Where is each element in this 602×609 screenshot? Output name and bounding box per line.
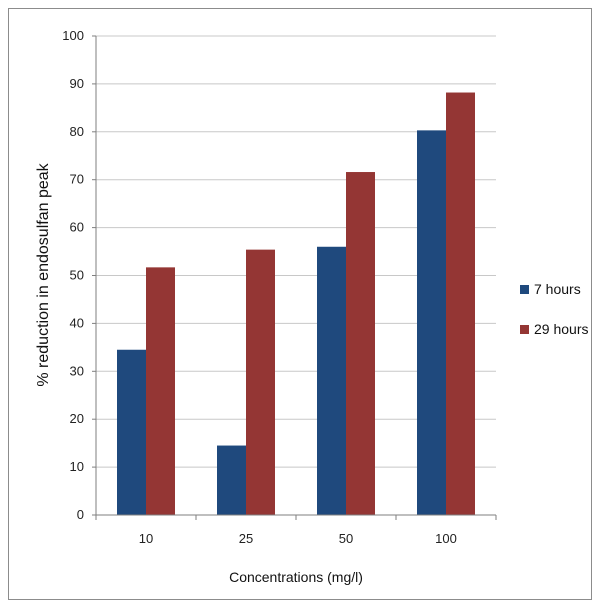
- bar-7-hours-100: [417, 130, 446, 515]
- chart-frame: [8, 8, 592, 600]
- x-axis-label: Concentrations (mg/l): [229, 569, 363, 585]
- y-tick-label: 70: [70, 172, 84, 187]
- y-tick-label: 80: [70, 124, 84, 139]
- y-tick-label: 0: [77, 507, 84, 522]
- y-tick-label: 50: [70, 268, 84, 283]
- y-tick-label: 100: [62, 28, 84, 43]
- bars: [117, 92, 475, 515]
- x-tick-label: 50: [339, 531, 353, 546]
- legend-label: 29 hours: [534, 321, 588, 337]
- bar-29-hours-10: [146, 267, 175, 515]
- bar-7-hours-50: [317, 246, 346, 515]
- y-axis-label: % reduction in endosulfan peak: [35, 162, 52, 386]
- bar-29-hours-100: [446, 92, 475, 515]
- y-tick-label: 20: [70, 411, 84, 426]
- y-tick-label: 60: [70, 220, 84, 235]
- bar-29-hours-25: [246, 249, 275, 515]
- y-tick-labels: 0 10 20 30 40 50 60 70 80 90 100: [62, 28, 84, 522]
- x-tick-label: 10: [139, 531, 153, 546]
- legend-label: 7 hours: [534, 281, 581, 297]
- y-tick-label: 90: [70, 76, 84, 91]
- x-tick-label: 25: [239, 531, 253, 546]
- x-tick-label: 100: [435, 531, 457, 546]
- bar-7-hours-25: [217, 445, 246, 515]
- bar-7-hours-10: [117, 349, 146, 515]
- y-tick-label: 40: [70, 315, 84, 330]
- y-tick-label: 10: [70, 459, 84, 474]
- legend: 7 hours 29 hours: [520, 281, 588, 337]
- legend-swatch: [520, 325, 529, 334]
- legend-swatch: [520, 285, 529, 294]
- axes: [95, 36, 496, 516]
- y-tick-label: 30: [70, 363, 84, 378]
- x-tick-labels: 10 25 50 100: [139, 531, 457, 546]
- bar-29-hours-50: [346, 172, 375, 515]
